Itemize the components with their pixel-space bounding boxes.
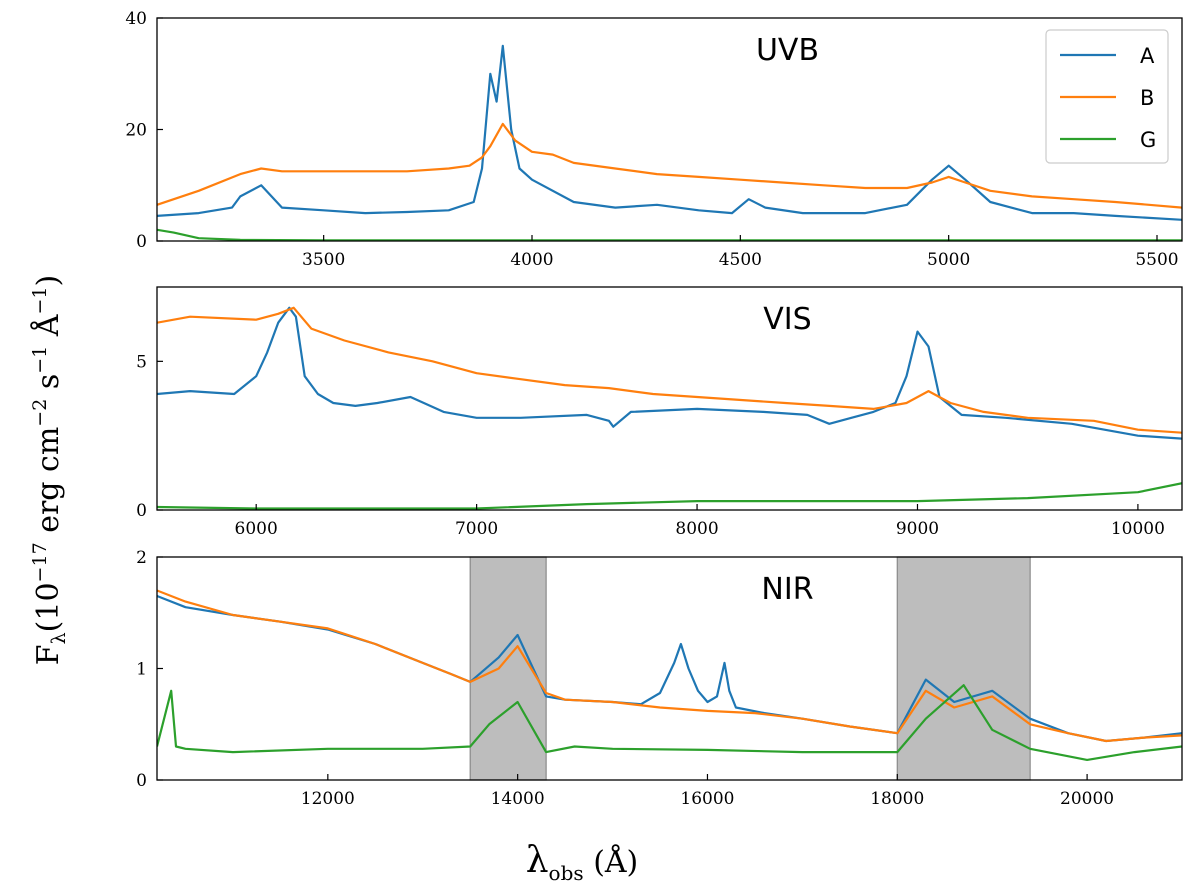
nir-x-tick-label: 12000 xyxy=(301,789,355,809)
uvb-series-b-line xyxy=(157,122,1182,209)
nir-panel: 12000 14000 16000 18000 20000 0 1 2 NIR xyxy=(136,548,1183,809)
vis-x-tick-label: 9000 xyxy=(896,519,939,539)
vis-series-b-line xyxy=(157,306,1182,434)
nir-y-tick-label: 1 xyxy=(136,660,147,680)
nir-x-tick-label: 18000 xyxy=(870,789,924,809)
uvb-y-tick-label: 20 xyxy=(125,121,147,141)
nir-panel-title: NIR xyxy=(761,572,813,607)
x-axis-label: λobs (Å) xyxy=(526,840,639,885)
uvb-x-tick-label: 4000 xyxy=(510,250,553,270)
vis-series-g-line xyxy=(157,482,1182,510)
uvb-series-a-line xyxy=(157,44,1182,221)
vis-y-tick-label: 5 xyxy=(136,352,147,372)
nir-x-tick-label: 14000 xyxy=(491,789,545,809)
nir-x-tick-label: 20000 xyxy=(1060,789,1114,809)
vis-x-tick-label: 8000 xyxy=(675,519,718,539)
nir-series-b-line xyxy=(157,589,1182,743)
legend-label-g: G xyxy=(1140,128,1156,152)
vis-x-tick-label: 10000 xyxy=(1111,519,1165,539)
nir-x-tick-label: 16000 xyxy=(680,789,734,809)
vis-x-tick-label: 7000 xyxy=(455,519,498,539)
uvb-panel: 3500 4000 4500 5000 5500 0 20 40 UVB xyxy=(125,9,1183,270)
uvb-x-tick-label: 5000 xyxy=(927,250,970,270)
y-axis-label: Fλ(10−17 erg cm−2 s−1 Å−1) xyxy=(29,275,70,665)
nir-y-tick-label: 2 xyxy=(136,548,147,568)
uvb-y-tick-label: 0 xyxy=(136,232,147,252)
nir-telluric-band-2 xyxy=(896,556,1031,781)
vis-panel-title: VIS xyxy=(763,302,811,337)
legend-label-b: B xyxy=(1140,86,1154,110)
uvb-x-tick-label: 5500 xyxy=(1135,250,1178,270)
nir-y-tick-label: 0 xyxy=(136,771,147,791)
uvb-panel-title: UVB xyxy=(756,33,819,68)
nir-telluric-band-1 xyxy=(469,556,547,781)
nir-series-g-line xyxy=(157,684,1182,761)
uvb-series-g-line xyxy=(157,228,1182,241)
vis-x-tick-label: 6000 xyxy=(235,519,278,539)
legend: A B G xyxy=(1045,29,1169,164)
vis-panel: 6000 7000 8000 9000 10000 0 5 VIS xyxy=(136,286,1183,539)
vis-series-a-line xyxy=(157,306,1182,440)
vis-y-tick-label: 0 xyxy=(136,501,147,521)
legend-label-a: A xyxy=(1140,44,1155,68)
uvb-y-tick-label: 40 xyxy=(125,9,147,29)
vis-axes-frame xyxy=(156,286,1183,511)
uvb-x-tick-label: 4500 xyxy=(719,250,762,270)
uvb-x-tick-label: 3500 xyxy=(302,250,345,270)
